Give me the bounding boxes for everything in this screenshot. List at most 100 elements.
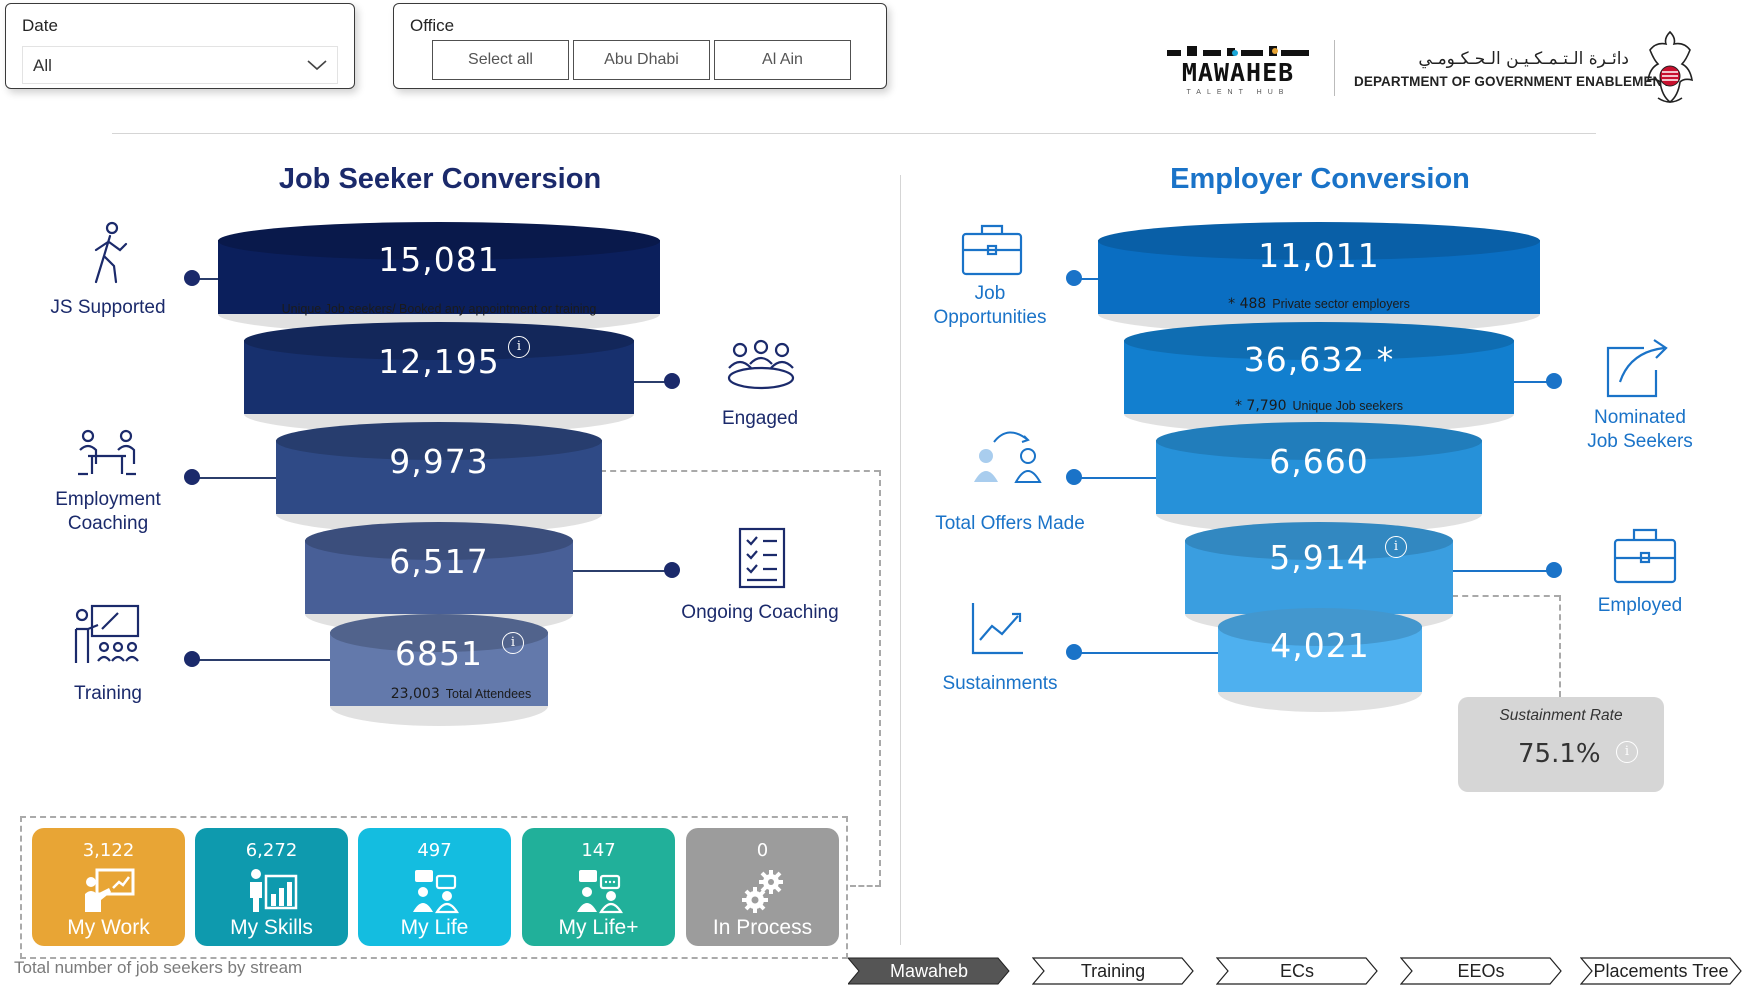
office-filter-label: Office (410, 16, 455, 35)
sustainment-rate-label: Sustainment Rate (1499, 707, 1623, 724)
sustainment-bracket-side (1559, 595, 1561, 697)
nav-tab-label: Placements Tree (1593, 961, 1729, 981)
walking-person-icon (94, 221, 128, 284)
info-icon[interactable]: i (1385, 536, 1407, 558)
js-tier-value: 9,973 (389, 442, 489, 481)
dge-name: DEPARTMENT OF GOVERNMENT ENABLEMENT (1354, 74, 1671, 89)
date-filter: Date All (5, 3, 355, 89)
sustainments-connector (1078, 652, 1218, 654)
office-option-select-all[interactable]: Select all (432, 40, 569, 80)
stream-tiles-container (20, 816, 848, 959)
checklist-icon (738, 527, 786, 589)
info-icon[interactable]: i (508, 336, 530, 358)
stream-tile-value: 6,272 (245, 840, 298, 861)
falcon-emblem-icon (1647, 30, 1693, 104)
nav-tab-label: ECs (1279, 961, 1314, 981)
date-filter-label: Date (22, 16, 58, 35)
nominated-label-line1: Nominated (1594, 407, 1686, 428)
stream-tile-name: My Skills (230, 916, 313, 939)
engaged-dot (664, 373, 680, 389)
js-supported-dot (184, 270, 200, 286)
group-meeting-icon (727, 339, 795, 390)
stream-tile-my-work[interactable]: 3,122 My Work (32, 828, 185, 946)
stream-tile-name: My Life+ (558, 916, 639, 939)
js-tier-engaged: 12,195 i (244, 322, 634, 434)
mawaheb-logo: MAWAHEB TALENT HUB (1167, 46, 1309, 96)
coaching-bracket-side (879, 470, 881, 886)
stream-tile-name: My Life (400, 916, 469, 939)
js-tier-value: 12,195 (378, 342, 500, 381)
job-opp-connector (1078, 278, 1108, 280)
emp-tier-nominated: 36,632 * * 7,790 Unique Job seekers (1124, 322, 1514, 434)
coaching-dot (184, 469, 200, 485)
emp-tier-note: * 488 Private sector employers (1228, 296, 1410, 312)
coaching-connector (196, 477, 286, 479)
header-divider (112, 133, 1596, 134)
office-option-al-ain[interactable]: Al Ain (714, 40, 851, 80)
emp-tier-opportunities: 11,011 * 488 Private sector employers (1098, 222, 1540, 334)
js-tier-note: Unique Job seekers/ Booked any appointme… (281, 302, 597, 316)
nominated-dot (1546, 373, 1562, 389)
coaching-label-line2: Coaching (67, 513, 149, 534)
job-opp-label-line2: Opportunities (933, 307, 1047, 328)
js-tier-coaching: 9,973 (276, 422, 602, 534)
date-dropdown[interactable]: All (22, 46, 338, 84)
sustainment-rate-value: 75.1% (1518, 739, 1601, 769)
emp-tier-value: 5,914 (1269, 538, 1369, 577)
stream-tile-name: My Work (67, 916, 150, 939)
nav-tab-mawaheb[interactable]: Mawaheb (848, 957, 1010, 985)
growth-chart-icon (971, 603, 1023, 655)
nominated-label-line2: Job Seekers (1587, 431, 1693, 452)
emp-tier-note: * 7,790 Unique Job seekers (1234, 398, 1403, 414)
emp-tier-value: 11,011 (1258, 236, 1380, 275)
js-supported-connector (196, 278, 231, 280)
employed-connector (1452, 570, 1556, 572)
ongoing-connector (570, 570, 674, 572)
info-icon[interactable]: i (502, 632, 524, 654)
office-option-abu-dhabi[interactable]: Abu Dhabi (573, 40, 710, 80)
coaching-bracket-bottom (850, 885, 881, 887)
emp-tier-value: 6,660 (1269, 442, 1369, 481)
js-supported-label: JS Supported (50, 297, 166, 318)
nav-tab-label: Training (1080, 961, 1146, 981)
training-connector (196, 659, 336, 661)
nav-tab-training[interactable]: Training (1032, 957, 1194, 985)
employer-title: Employer Conversion (1170, 163, 1470, 195)
job-opp-label-line1: Job (974, 283, 1006, 304)
stream-tile-my-skills[interactable]: 6,272 My Skills (195, 828, 348, 946)
chevron-down-icon (307, 60, 327, 71)
nav-tab-eeos[interactable]: EEOs (1400, 957, 1562, 985)
emp-tier-sustainments: 4,021 (1218, 608, 1422, 712)
emp-tier-value: 36,632 * (1243, 340, 1395, 379)
stream-tile-my-life-plus[interactable]: 147 My Life+ (522, 828, 675, 946)
training-dot (184, 651, 200, 667)
js-tier-value: 15,081 (378, 240, 500, 279)
conversation-icon (412, 870, 459, 914)
stream-tile-value: 0 (756, 840, 769, 861)
dge-arabic-wordmark: دائـرة الـتـمـكـيـن الـحـكـومـي (1418, 49, 1629, 69)
js-tier-note: 23,003 Total Attendees (390, 686, 532, 702)
employed-dot (1546, 562, 1562, 578)
stream-tile-value: 3,122 (82, 840, 135, 861)
info-icon[interactable]: i (1616, 741, 1638, 763)
js-tier-value: 6,517 (389, 542, 489, 581)
sustainments-dot (1066, 644, 1082, 660)
stream-caption: Total number of job seekers by stream (14, 958, 303, 977)
total-offers-label: Total Offers Made (935, 513, 1085, 534)
office-filter: Office Select all Abu Dhabi Al Ain (393, 3, 887, 89)
job-offer-people-icon (974, 431, 1042, 483)
sustainment-bracket-top (1452, 595, 1560, 597)
stream-tile-my-life[interactable]: 497 My Life (358, 828, 511, 946)
stream-tile-in-process[interactable]: 0 In Process (686, 828, 839, 946)
nav-tab-label: EEOs (1457, 961, 1505, 981)
sustainment-rate-card: Sustainment Rate 75.1% i (1458, 697, 1664, 792)
conversation-plus-icon (576, 870, 623, 914)
coaching-bracket-top (600, 470, 880, 472)
nav-tab-placements-tree[interactable]: Placements Tree (1580, 957, 1742, 985)
engaged-label: Engaged (721, 408, 799, 429)
ongoing-coaching-label: Ongoing Coaching (681, 602, 839, 623)
training-label: Training (74, 683, 142, 704)
nav-tab-ecs[interactable]: ECs (1216, 957, 1378, 985)
office-options: Select all Abu Dhabi Al Ain (432, 40, 851, 80)
ongoing-dot (664, 562, 680, 578)
